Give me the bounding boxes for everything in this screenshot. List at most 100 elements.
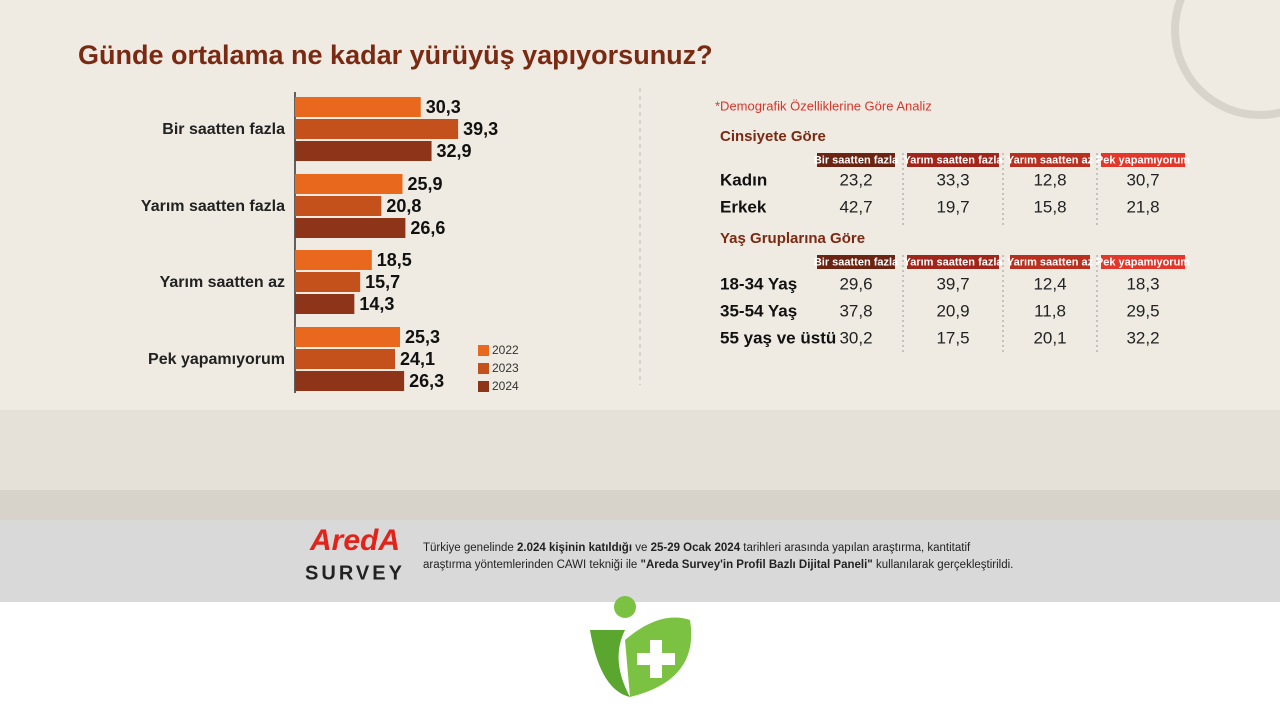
value-label: 26,6 <box>410 218 445 238</box>
table-cell: 18,3 <box>1126 274 1159 293</box>
bar <box>295 371 405 391</box>
table-cell: 32,2 <box>1126 328 1159 347</box>
footer-run: ve <box>632 542 651 554</box>
logo-plus <box>637 640 675 678</box>
bar <box>295 196 382 216</box>
column-header: Yarım saatten az <box>1007 256 1094 268</box>
column-header-bg <box>1101 255 1185 269</box>
table-cell: 42,7 <box>839 197 872 216</box>
brand-sub: SURVEY <box>305 562 405 584</box>
sidewalk <box>0 490 1280 520</box>
brand-logo: AredA <box>309 524 400 557</box>
column-header-bg <box>817 153 895 167</box>
footer-run: 2.024 kişinin katıldığı <box>517 542 632 554</box>
legend-label: 2024 <box>492 379 519 393</box>
column-header: Yarım saatten az <box>1007 154 1094 166</box>
footer-run: "Areda Survey'in Profil Bazlı Dijital Pa… <box>641 559 873 571</box>
legend-swatch <box>478 363 489 374</box>
table-cell: 29,6 <box>839 274 872 293</box>
value-label: 26,3 <box>409 371 444 391</box>
column-header-bg <box>1101 153 1185 167</box>
bar <box>295 294 355 314</box>
table-cell: 17,5 <box>936 328 969 347</box>
chart-title: Günde ortalama ne kadar yürüyüş yapıyors… <box>78 40 713 70</box>
row-label: 35-54 Yaş <box>720 301 797 320</box>
column-header: Bir saatten fazla <box>814 154 899 166</box>
column-header: Bir saatten fazla <box>814 256 899 268</box>
value-label: 32,9 <box>437 141 472 161</box>
column-header-bg <box>817 255 895 269</box>
legend-swatch <box>478 381 489 392</box>
footer-run: tarihleri arasında yapılan araştırma, ka… <box>740 542 971 554</box>
table-cell: 30,7 <box>1126 170 1159 189</box>
value-label: 15,7 <box>365 272 400 292</box>
row-label: Erkek <box>720 197 767 216</box>
category-label: Bir saatten fazla <box>162 121 285 138</box>
row-label: 55 yaş ve üstü <box>720 328 836 347</box>
value-label: 14,3 <box>359 294 394 314</box>
value-label: 24,1 <box>400 349 435 369</box>
footer-run: araştırma yöntemlerinden CAWI tekniği il… <box>423 559 641 571</box>
footer-text: araştırma yöntemlerinden CAWI tekniği il… <box>423 559 1013 571</box>
footer-run: 25-29 Ocak 2024 <box>651 542 741 554</box>
column-header: Yarım saatten fazla <box>903 154 1003 166</box>
column-header-bg <box>907 153 999 167</box>
logo-leaf <box>590 630 630 697</box>
value-label: 25,3 <box>405 327 440 347</box>
legend-label: 2023 <box>492 361 519 375</box>
table-cell: 29,5 <box>1126 301 1159 320</box>
bar <box>295 141 432 161</box>
bar <box>295 327 400 347</box>
row-label: Kadın <box>720 170 767 189</box>
category-label: Pek yapamıyorum <box>148 351 285 368</box>
value-label: 18,5 <box>377 250 412 270</box>
bar <box>295 218 406 238</box>
bar <box>295 349 396 369</box>
category-label: Yarım saatten az <box>160 274 285 291</box>
analysis-note: *Demografik Özelliklerine Göre Analiz <box>715 98 932 113</box>
footer-run: kullanılarak gerçekleştirildi. <box>873 559 1014 571</box>
value-label: 25,9 <box>407 174 442 194</box>
value-label: 20,8 <box>386 196 421 216</box>
column-header: Pek yapamıyorum <box>1096 154 1190 166</box>
bar <box>295 272 361 292</box>
table-cell: 20,9 <box>936 301 969 320</box>
table-title: Yaş Gruplarına Göre <box>720 230 865 247</box>
table-cell: 37,8 <box>839 301 872 320</box>
table-title: Cinsiyete Göre <box>720 128 826 145</box>
table-cell: 19,7 <box>936 197 969 216</box>
footer-text: Türkiye genelinde 2.024 kişinin katıldığ… <box>423 542 971 554</box>
table-cell: 23,2 <box>839 170 872 189</box>
bar <box>295 250 372 270</box>
category-label: Yarım saatten fazla <box>141 198 285 215</box>
value-label: 39,3 <box>463 119 498 139</box>
bar <box>295 97 421 117</box>
column-header-bg <box>1010 255 1090 269</box>
column-header: Pek yapamıyorum <box>1096 256 1190 268</box>
table-cell: 15,8 <box>1033 197 1066 216</box>
bar <box>295 174 403 194</box>
table-cell: 20,1 <box>1033 328 1066 347</box>
column-header-bg <box>1010 153 1090 167</box>
logo-head <box>614 596 636 618</box>
table-cell: 21,8 <box>1126 197 1159 216</box>
legend-swatch <box>478 345 489 356</box>
table-cell: 33,3 <box>936 170 969 189</box>
health-logo <box>590 596 692 697</box>
footer-band <box>0 520 1280 602</box>
footer-run: Türkiye genelinde <box>423 542 517 554</box>
decoration <box>1171 0 1280 119</box>
legend-label: 2022 <box>492 343 519 357</box>
bar <box>295 119 459 139</box>
value-label: 30,3 <box>426 97 461 117</box>
table-cell: 30,2 <box>839 328 872 347</box>
table-cell: 12,4 <box>1033 274 1066 293</box>
street-scene <box>0 410 1280 490</box>
table-cell: 11,8 <box>1034 301 1066 320</box>
column-header-bg <box>907 255 999 269</box>
table-cell: 39,7 <box>936 274 969 293</box>
column-header: Yarım saatten fazla <box>903 256 1003 268</box>
row-label: 18-34 Yaş <box>720 274 797 293</box>
table-cell: 12,8 <box>1033 170 1066 189</box>
